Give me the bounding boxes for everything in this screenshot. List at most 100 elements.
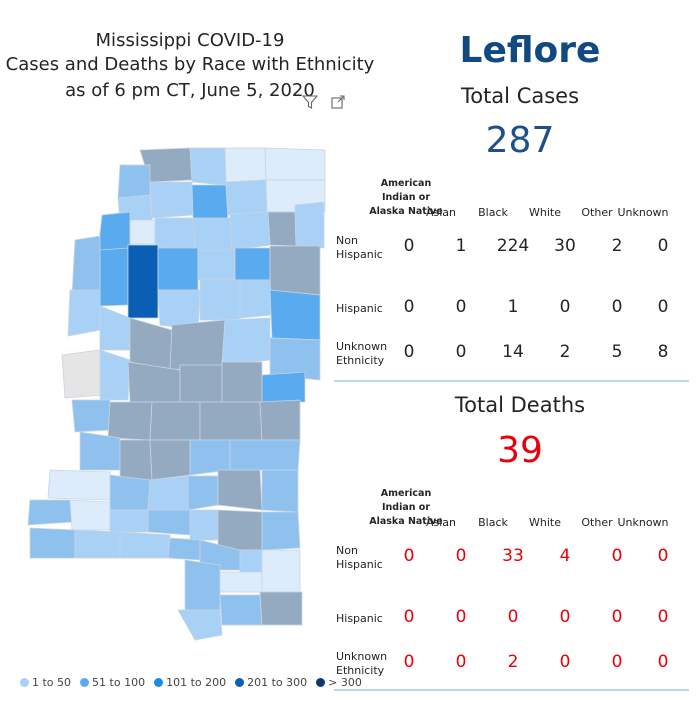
- county-shape[interactable]: [187, 475, 219, 511]
- county-shape[interactable]: [259, 591, 303, 626]
- county-shape[interactable]: [179, 364, 223, 403]
- county-shape[interactable]: [189, 509, 219, 541]
- cell-unknown-3: 2: [559, 342, 571, 362]
- county-shape[interactable]: [147, 475, 189, 511]
- legend-swatch: [154, 678, 164, 687]
- county-shape[interactable]: [259, 399, 301, 441]
- county-shape[interactable]: [109, 509, 151, 533]
- county-shape[interactable]: [269, 337, 321, 381]
- county-shape[interactable]: [269, 289, 321, 341]
- column-header-white: White: [529, 206, 561, 219]
- total-cases-value: 287: [485, 120, 555, 161]
- county-shape[interactable]: [99, 305, 131, 351]
- cell-unknown-2: 14: [502, 342, 524, 362]
- county-shape[interactable]: [261, 371, 306, 403]
- county-shape[interactable]: [224, 147, 267, 183]
- county-shape[interactable]: [269, 245, 321, 296]
- county-shape[interactable]: [157, 247, 199, 291]
- county-shape[interactable]: [149, 439, 191, 481]
- county-shape[interactable]: [225, 179, 268, 216]
- county-shape[interactable]: [264, 147, 326, 181]
- county-shape[interactable]: [177, 609, 223, 641]
- county-shape[interactable]: [189, 147, 227, 186]
- county-shape[interactable]: [154, 217, 196, 251]
- county-shape[interactable]: [119, 531, 171, 559]
- county-shape[interactable]: [191, 184, 229, 221]
- row-label-non_hispanic: Hispanic: [336, 558, 383, 571]
- county-name: Leflore: [459, 30, 601, 71]
- county-shape[interactable]: [109, 474, 151, 511]
- cell-unknown-3: 0: [559, 652, 571, 672]
- separator: [334, 689, 689, 691]
- cell-unknown-0: 0: [403, 342, 415, 362]
- county-shape[interactable]: [71, 399, 111, 433]
- county-shape[interactable]: [219, 571, 263, 593]
- county-shape[interactable]: [239, 279, 273, 319]
- county-shape[interactable]: [199, 401, 263, 441]
- county-shape[interactable]: [71, 235, 101, 296]
- county-shape[interactable]: [147, 509, 191, 536]
- county-shape[interactable]: [99, 247, 129, 307]
- county-shape[interactable]: [219, 594, 263, 626]
- legend-item[interactable]: 1 to 50: [20, 676, 71, 689]
- county-shape[interactable]: [29, 527, 76, 559]
- county-shape[interactable]: [192, 217, 233, 253]
- legend-swatch: [20, 678, 29, 687]
- county-shape[interactable]: [261, 549, 301, 593]
- legend-item[interactable]: 101 to 200: [154, 676, 226, 689]
- county-shape[interactable]: [47, 469, 111, 501]
- county-shape[interactable]: [199, 279, 241, 321]
- county-shape[interactable]: [107, 401, 153, 441]
- county-shape[interactable]: [74, 529, 121, 559]
- legend-swatch: [80, 678, 90, 687]
- cell-hispanic-1: 0: [455, 607, 467, 627]
- county-shape[interactable]: [217, 509, 263, 551]
- legend-item[interactable]: > 300: [316, 676, 362, 689]
- row-label-hispanic: Hispanic: [336, 302, 383, 315]
- county-shape[interactable]: [234, 247, 271, 281]
- county-shape[interactable]: [229, 439, 301, 471]
- county-shape[interactable]: [97, 211, 131, 253]
- county-shape[interactable]: [261, 469, 299, 513]
- county-shape[interactable]: [167, 537, 201, 561]
- legend: 1 to 50 51 to 100 101 to 200 201 to 300 > 30…: [20, 676, 371, 689]
- legend-label: 51 to 100: [92, 676, 146, 689]
- county-shape[interactable]: [217, 469, 263, 511]
- county-shape[interactable]: [79, 431, 121, 471]
- legend-swatch: [235, 678, 245, 687]
- county-shape[interactable]: [69, 499, 111, 531]
- legend-item[interactable]: 201 to 300: [235, 676, 307, 689]
- county-shape[interactable]: [149, 181, 194, 219]
- county-shape[interactable]: [267, 211, 297, 247]
- separator: [334, 380, 689, 382]
- county-shape[interactable]: [221, 361, 263, 403]
- column-header-unknown: Unknown: [617, 206, 669, 219]
- filter-icon[interactable]: [302, 94, 318, 110]
- county-leflore-highlighted[interactable]: [127, 244, 159, 319]
- county-shape[interactable]: [99, 349, 131, 401]
- column-header-american-indian: Indian or: [381, 502, 431, 513]
- cell-unknown-0: 0: [403, 652, 415, 672]
- county-shape[interactable]: [67, 289, 101, 337]
- county-shape[interactable]: [261, 511, 301, 551]
- county-shape[interactable]: [119, 439, 153, 481]
- cell-hispanic-4: 0: [611, 297, 623, 317]
- cell-non_hispanic-0: 0: [403, 236, 415, 256]
- county-shape[interactable]: [129, 219, 156, 245]
- county-shape[interactable]: [294, 201, 325, 249]
- county-shape[interactable]: [169, 319, 226, 371]
- column-header-american-indian: Indian or: [381, 192, 431, 203]
- county-shape[interactable]: [184, 559, 221, 611]
- row-label-non_hispanic: Hispanic: [336, 248, 383, 261]
- county-shape[interactable]: [149, 401, 201, 441]
- legend-item[interactable]: 51 to 100: [80, 676, 145, 689]
- county-shape[interactable]: [61, 349, 103, 399]
- column-header-american-indian: Alaska Native: [369, 516, 443, 527]
- county-shape[interactable]: [229, 211, 271, 251]
- county-shape[interactable]: [117, 164, 151, 201]
- cell-non_hispanic-3: 4: [559, 546, 571, 566]
- county-shape[interactable]: [197, 249, 236, 281]
- county-shape[interactable]: [221, 317, 271, 366]
- expand-icon[interactable]: [330, 94, 346, 110]
- county-shape[interactable]: [27, 499, 73, 526]
